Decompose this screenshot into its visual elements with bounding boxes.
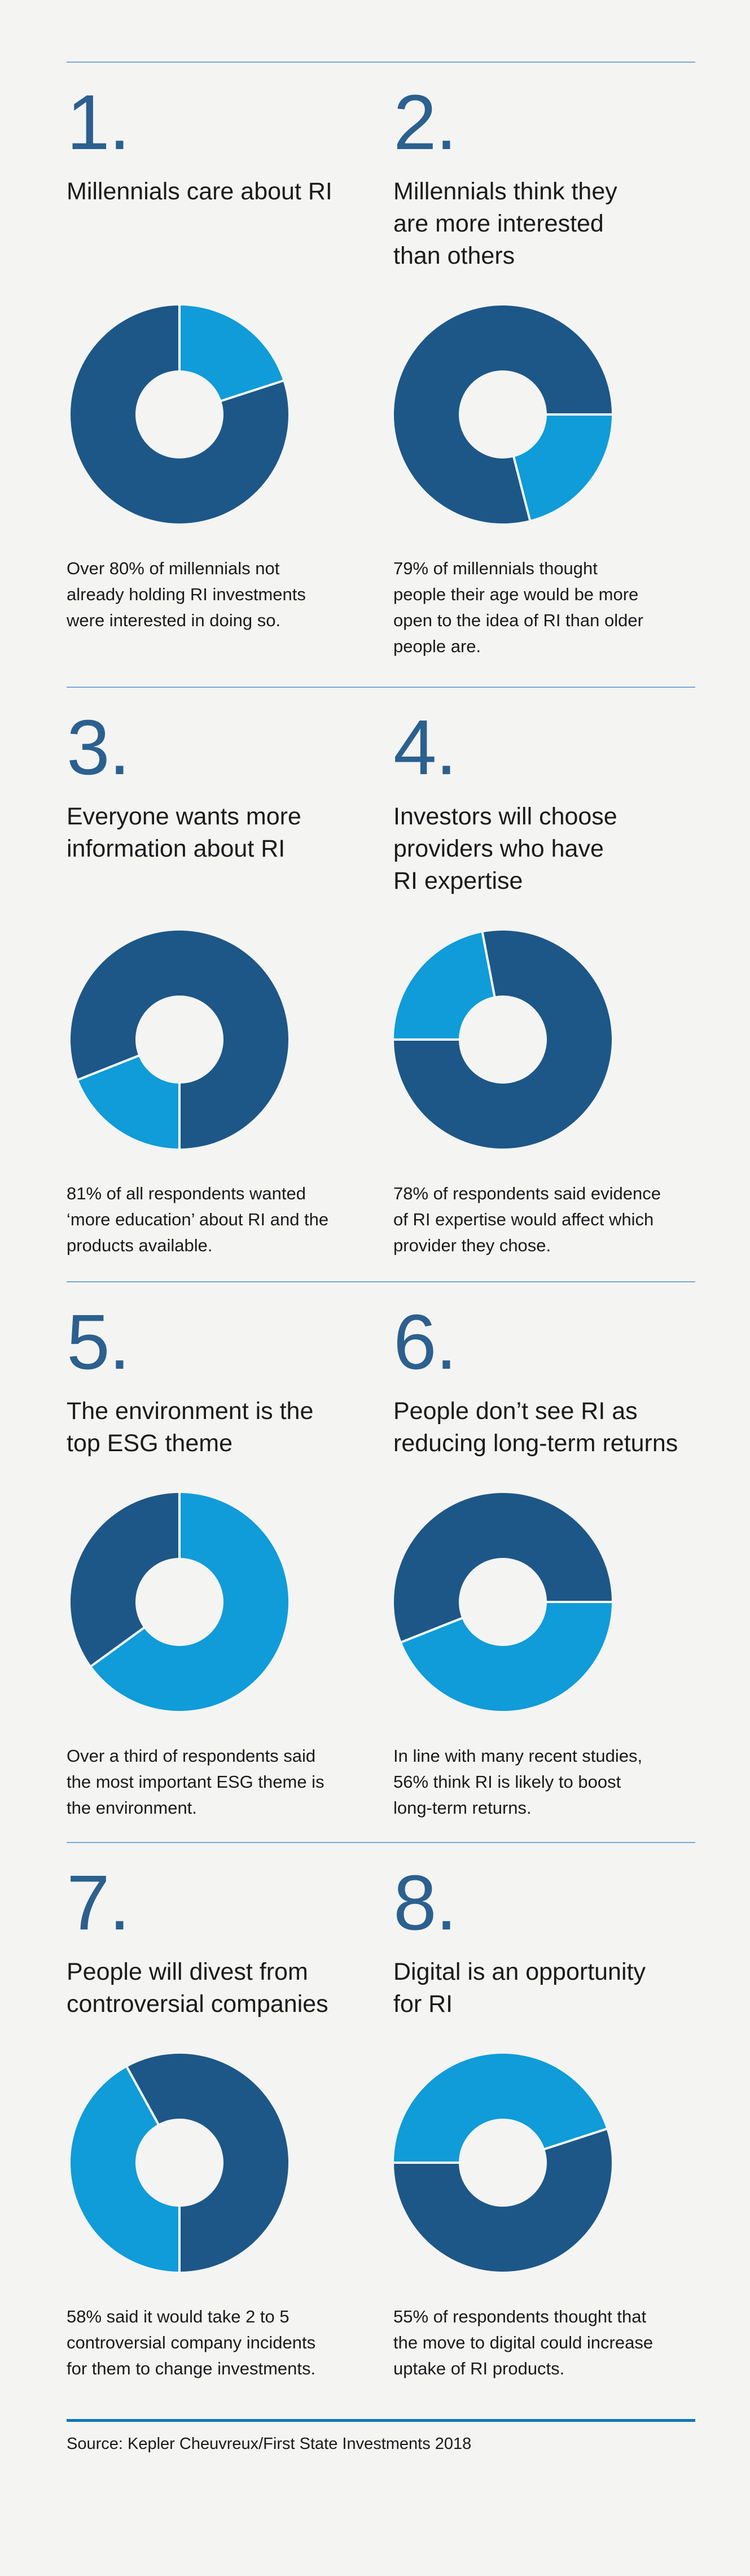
section-1-number: 1.: [67, 79, 130, 166]
section-1-title: Millennials care about RI: [67, 178, 332, 205]
row-sections-5-6: 5. The environment is the top ESG theme …: [67, 1282, 695, 1842]
donut-chart-svg: [394, 1493, 612, 1711]
slice-gap-line: [126, 2066, 160, 2126]
section-4: 4. Investors will choose providers who h…: [393, 688, 695, 1281]
dark-blue-slice: [70, 931, 288, 1149]
section-4-number: 4.: [393, 704, 457, 791]
section-2-description: 79% of millennials thought people their …: [393, 558, 643, 656]
slice-gap-line: [543, 2128, 607, 2151]
light-blue-slice: [514, 414, 612, 520]
section-8-title: Digital is an opportunity for RI: [393, 1958, 646, 2018]
light-blue-slice: [70, 2067, 179, 2272]
section-1: 1. Millennials care about RI Over 80% of…: [67, 63, 393, 687]
dark-blue-slice: [394, 931, 612, 1149]
section-5-number: 5.: [67, 1299, 130, 1386]
donut-chart-5: [70, 1492, 289, 1711]
dark-blue-slice: [70, 305, 288, 523]
section-5: 5. The environment is the top ESG theme …: [67, 1282, 393, 1842]
source-text: Source: Kepler Cheuvreux/First State Inv…: [67, 2435, 472, 2453]
donut-chart-1: [70, 305, 289, 524]
slice-gap-line: [481, 932, 496, 998]
slice-gap-line: [512, 456, 531, 521]
section-5-title: The environment is the top ESG theme: [67, 1398, 314, 1457]
section-divider-1: [67, 687, 695, 688]
row-sections-7-8: 7. People will divest from controversial…: [67, 1843, 695, 2419]
section-6-description: In line with many recent studies, 56% th…: [393, 1746, 643, 1818]
dark-blue-slice: [394, 1493, 612, 1643]
donut-chart-6: [393, 1492, 612, 1711]
donut-chart-3: [70, 930, 289, 1149]
light-blue-slice: [401, 1602, 612, 1711]
slice-gap-line: [220, 379, 284, 403]
section-divider-2: [67, 1281, 695, 1282]
section-3-title: Everyone wants more information about RI: [67, 803, 301, 862]
donut-chart-svg: [71, 1493, 289, 1711]
dark-blue-slice: [71, 1493, 179, 1666]
slice-gap-line: [401, 1617, 464, 1643]
section-8-number: 8.: [393, 1859, 457, 1946]
section-7: 7. People will divest from controversial…: [67, 1843, 393, 2419]
section-divider-3: [67, 1842, 695, 1843]
section-6-title: People don’t see RI as reducing long-ter…: [393, 1398, 678, 1457]
donut-chart-svg: [70, 931, 288, 1149]
section-7-description: 58% said it would take 2 to 5 controvers…: [67, 2307, 316, 2378]
donut-chart-svg: [394, 2054, 612, 2272]
section-6-number: 6.: [393, 1299, 457, 1386]
donut-chart-svg: [394, 305, 612, 524]
donut-chart-svg: [70, 2054, 288, 2272]
slice-gap-line: [90, 1626, 146, 1667]
footer-divider: [67, 2419, 695, 2422]
section-2-title: Millennials think they are more interest…: [393, 178, 617, 269]
section-2-number: 2.: [393, 79, 457, 166]
section-3-description: 81% of all respondents wanted ‘more educ…: [67, 1184, 329, 1255]
dark-blue-slice: [394, 2129, 612, 2272]
section-4-description: 78% of respondents said evidence of RI e…: [393, 1184, 661, 1255]
donut-chart-8: [393, 2053, 612, 2272]
section-5-description: Over a third of respondents said the mos…: [67, 1746, 324, 1818]
donut-chart-2: [393, 305, 612, 524]
light-blue-slice: [91, 1493, 289, 1711]
slice-gap-line: [77, 1054, 141, 1081]
donut-chart-4: [393, 930, 612, 1149]
donut-chart-svg: [394, 931, 612, 1149]
section-3: 3. Everyone wants more information about…: [67, 688, 393, 1281]
row-sections-1-2: 1. Millennials care about RI Over 80% of…: [67, 63, 695, 687]
dark-blue-slice: [394, 305, 612, 524]
light-blue-slice: [394, 2054, 607, 2163]
infographic-page: 1. Millennials care about RI Over 80% of…: [0, 62, 750, 2453]
section-2: 2. Millennials think they are more inter…: [393, 63, 695, 687]
section-8-description: 55% of respondents thought that the move…: [393, 2307, 653, 2378]
section-7-title: People will divest from controversial co…: [67, 1958, 328, 2018]
row-sections-3-4: 3. Everyone wants more information about…: [67, 688, 695, 1281]
section-8: 8. Digital is an opportunity for RI 55% …: [393, 1843, 695, 2419]
section-1-description: Over 80% of millennials not already hold…: [67, 558, 306, 630]
section-6: 6. People don’t see RI as reducing long-…: [393, 1282, 695, 1842]
section-3-number: 3.: [67, 704, 130, 791]
donut-chart-7: [70, 2053, 289, 2272]
light-blue-slice: [394, 932, 495, 1040]
top-divider: [67, 62, 695, 63]
light-blue-slice: [179, 305, 283, 401]
section-4-title: Investors will choose providers who have…: [393, 803, 617, 894]
section-7-number: 7.: [67, 1859, 130, 1946]
donut-chart-svg: [70, 305, 288, 523]
dark-blue-slice: [127, 2054, 288, 2272]
light-blue-slice: [78, 1055, 179, 1149]
